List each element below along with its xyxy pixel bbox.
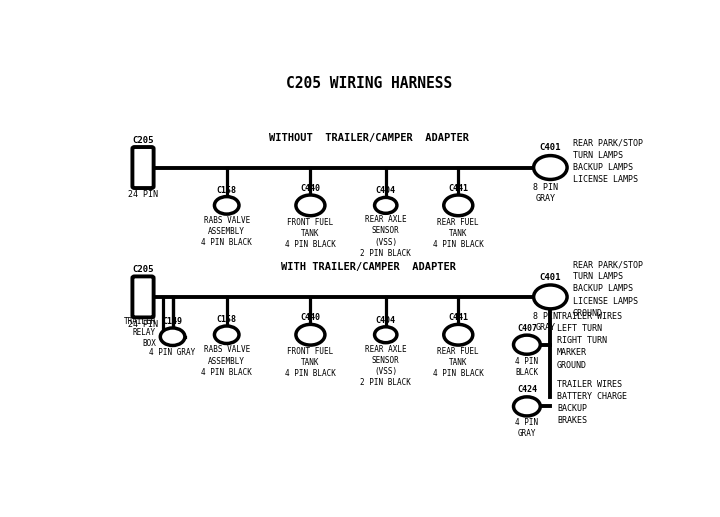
Text: C205 WIRING HARNESS: C205 WIRING HARNESS [286, 76, 452, 91]
Text: 4 PIN
BLACK: 4 PIN BLACK [516, 357, 539, 377]
Text: FRONT FUEL
TANK
4 PIN BLACK: FRONT FUEL TANK 4 PIN BLACK [285, 347, 336, 378]
Circle shape [296, 324, 325, 345]
Text: 8 PIN
GRAY: 8 PIN GRAY [534, 312, 559, 332]
Text: TRAILER WIRES
LEFT TURN
RIGHT TURN
MARKER
GROUND: TRAILER WIRES LEFT TURN RIGHT TURN MARKE… [557, 312, 622, 370]
Circle shape [215, 326, 239, 343]
Circle shape [444, 195, 473, 216]
Circle shape [374, 327, 397, 343]
Circle shape [215, 196, 239, 214]
Text: C440: C440 [300, 184, 320, 193]
FancyBboxPatch shape [132, 147, 153, 188]
Text: REAR FUEL
TANK
4 PIN BLACK: REAR FUEL TANK 4 PIN BLACK [433, 347, 484, 378]
Text: REAR AXLE
SENSOR
(VSS)
2 PIN BLACK: REAR AXLE SENSOR (VSS) 2 PIN BLACK [360, 345, 411, 387]
Text: C205: C205 [132, 135, 154, 145]
Text: C158: C158 [217, 186, 237, 194]
Text: REAR FUEL
TANK
4 PIN BLACK: REAR FUEL TANK 4 PIN BLACK [433, 218, 484, 249]
FancyBboxPatch shape [132, 277, 153, 317]
Circle shape [513, 397, 540, 416]
Text: REAR AXLE
SENSOR
(VSS)
2 PIN BLACK: REAR AXLE SENSOR (VSS) 2 PIN BLACK [360, 215, 411, 257]
Circle shape [534, 156, 567, 179]
Text: 4 PIN
GRAY: 4 PIN GRAY [516, 418, 539, 438]
Text: C424: C424 [517, 386, 537, 394]
Text: TRAILER WIRES
BATTERY CHARGE
BACKUP
BRAKES: TRAILER WIRES BATTERY CHARGE BACKUP BRAK… [557, 379, 627, 425]
Text: C205: C205 [132, 265, 154, 274]
Circle shape [534, 285, 567, 309]
Text: 4 PIN GRAY: 4 PIN GRAY [150, 348, 196, 357]
Text: 24 PIN: 24 PIN [128, 190, 158, 200]
Text: C401: C401 [539, 143, 561, 153]
Text: RABS VALVE
ASSEMBLY
4 PIN BLACK: RABS VALVE ASSEMBLY 4 PIN BLACK [202, 345, 252, 377]
Text: C158: C158 [217, 315, 237, 324]
Text: 24 PIN: 24 PIN [128, 320, 158, 329]
Text: C404: C404 [376, 187, 396, 195]
Text: RABS VALVE
ASSEMBLY
4 PIN BLACK: RABS VALVE ASSEMBLY 4 PIN BLACK [202, 216, 252, 247]
Circle shape [296, 195, 325, 216]
Circle shape [513, 335, 540, 354]
Text: C441: C441 [449, 313, 468, 323]
Circle shape [444, 324, 473, 345]
Text: REAR PARK/STOP
TURN LAMPS
BACKUP LAMPS
LICENSE LAMPS: REAR PARK/STOP TURN LAMPS BACKUP LAMPS L… [572, 139, 643, 184]
Text: WITH TRAILER/CAMPER  ADAPTER: WITH TRAILER/CAMPER ADAPTER [282, 262, 456, 272]
Text: C441: C441 [449, 184, 468, 193]
Text: 8 PIN
GRAY: 8 PIN GRAY [534, 183, 559, 203]
Text: C404: C404 [376, 316, 396, 325]
Circle shape [161, 328, 185, 345]
Circle shape [374, 197, 397, 214]
Text: TRAILER
RELAY
BOX: TRAILER RELAY BOX [123, 317, 156, 348]
Text: C401: C401 [539, 273, 561, 282]
Text: REAR PARK/STOP
TURN LAMPS
BACKUP LAMPS
LICENSE LAMPS
GROUND: REAR PARK/STOP TURN LAMPS BACKUP LAMPS L… [572, 260, 643, 318]
Text: C149: C149 [163, 316, 183, 326]
Text: WITHOUT  TRAILER/CAMPER  ADAPTER: WITHOUT TRAILER/CAMPER ADAPTER [269, 133, 469, 143]
Text: FRONT FUEL
TANK
4 PIN BLACK: FRONT FUEL TANK 4 PIN BLACK [285, 218, 336, 249]
Text: C440: C440 [300, 313, 320, 323]
Text: C407: C407 [517, 324, 537, 333]
